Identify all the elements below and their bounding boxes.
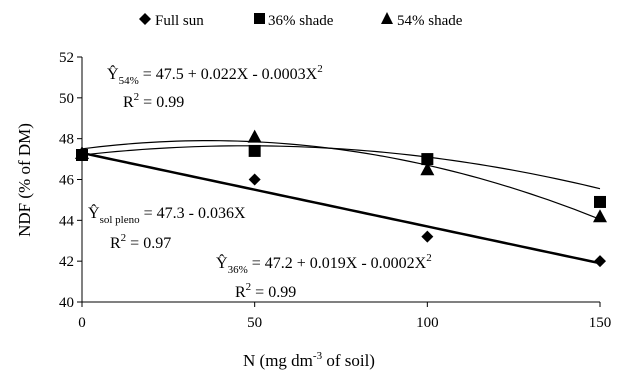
x-tick-label-50: 50: [247, 315, 262, 331]
legend-label-36-shade: 36% shade: [268, 13, 334, 29]
x-axis-title-pre: N (mg dm: [243, 351, 313, 370]
fit-line-square: [81, 145, 601, 190]
square-marker-50: [248, 144, 261, 157]
equation-54-shade-symbol: Ŷ: [107, 64, 119, 83]
legend: Full sun 36% shade 54% shade: [139, 12, 463, 29]
equation-full-sun-r2-label: R: [110, 235, 121, 252]
legend-label-full-sun: Full sun: [155, 13, 204, 29]
equation-36-shade-symbol: Ŷ: [216, 253, 228, 272]
svg-text:Ŷ36%= 47.2 + 0.019X - 0.0002X2: Ŷ36% = 47.2 + 0.019X - 0.0002X2: [216, 252, 432, 276]
equation-36-shade-rhs: = 47.2 + 0.019X - 0.0002X: [252, 255, 427, 272]
legend-marker-54-shade: [381, 12, 393, 24]
y-tick-label-40: 40: [59, 295, 74, 311]
fit-line-diamond: [81, 151, 601, 265]
equation-54-shade-sup: 2: [317, 63, 323, 75]
square-marker-150: [594, 195, 606, 208]
equation-full-sun: Ŷsol pleno = 47.3 - 0.036X R2 = 0.97: [88, 203, 246, 252]
x-tick-label-100: 100: [416, 315, 439, 331]
diamond-marker-150: [594, 255, 606, 268]
equation-54-shade: Ŷ54% = 47.5 + 0.022X - 0.0003X2 R2 = 0.99: [107, 63, 323, 111]
x-tick-label-0: 0: [78, 315, 86, 331]
equation-full-sun-r2-sup: 2: [121, 232, 127, 244]
equation-full-sun-sub: sol pleno: [100, 214, 141, 226]
equation-full-sun-r2-value: = 0.97: [126, 235, 171, 252]
triangle-marker-150: [593, 209, 607, 223]
equation-36-shade: Ŷ36% = 47.2 + 0.019X - 0.0002X2 R2 = 0.99: [216, 252, 432, 301]
legend-marker-full-sun: [139, 13, 151, 25]
fit-line-triangle: [81, 140, 601, 220]
diamond-marker-100: [421, 230, 434, 243]
svg-text:R2 = 0.97: R2 = 0.97: [110, 232, 171, 252]
triangle-marker-100: [420, 162, 435, 176]
square-marker-100: [421, 153, 434, 166]
svg-text:R2 = 0.99: R2 = 0.99: [235, 281, 296, 301]
legend-marker-36-shade: [254, 13, 265, 24]
equation-54-shade-rhs: = 47.5 + 0.022X - 0.0003X: [143, 66, 318, 83]
y-tick-label-46: 46: [59, 173, 75, 189]
x-ticks: 0 50 100 150: [78, 302, 611, 331]
fit-lines: [81, 140, 601, 265]
y-tick-label-48: 48: [59, 132, 74, 148]
equation-36-shade-r2-sup: 2: [246, 281, 252, 293]
y-tick-label-50: 50: [59, 91, 74, 107]
data-markers: [75, 129, 607, 268]
x-tick-label-150: 150: [589, 315, 612, 331]
equation-54-shade-r2-sup: 2: [134, 91, 140, 103]
equation-full-sun-symbol: Ŷ: [88, 203, 100, 222]
y-tick-label-42: 42: [59, 254, 74, 270]
y-tick-label-44: 44: [59, 213, 75, 229]
x-axis-title: N (mg dm-3 of soil): [243, 350, 375, 370]
equation-36-shade-sup: 2: [426, 252, 432, 264]
equation-54-shade-r2-label: R: [123, 94, 134, 111]
equation-36-shade-r2-value: = 0.99: [251, 284, 296, 301]
equation-54-shade-r2-value: = 0.99: [139, 94, 184, 111]
equation-36-shade-r2-label: R: [235, 284, 246, 301]
y-axis-title: NDF (% of DM): [15, 123, 34, 237]
svg-text:Ŷsol pleno= 47.3 - 0.036X: Ŷsol pleno = 47.3 - 0.036X: [88, 203, 246, 226]
legend-label-54-shade: 54% shade: [397, 13, 463, 29]
equation-full-sun-rhs: = 47.3 - 0.036X: [144, 205, 246, 222]
equation-54-shade-sub: 54%: [119, 75, 139, 87]
y-tick-label-52: 52: [59, 50, 74, 66]
diamond-marker-50: [248, 173, 261, 186]
x-axis-title-post: of soil): [322, 351, 375, 370]
triangle-marker-50: [247, 129, 262, 143]
y-ticks: 40 42 44 46 48 50 52: [59, 50, 82, 311]
equation-36-shade-sub: 36%: [228, 264, 248, 276]
svg-text:R2 = 0.99: R2 = 0.99: [123, 91, 184, 111]
svg-text:Ŷ54%= 47.5 + 0.022X - 0.0003X2: Ŷ54% = 47.5 + 0.022X - 0.0003X2: [107, 63, 323, 87]
x-axis-title-sup: -3: [313, 350, 323, 362]
triangle-marker-0: [75, 145, 89, 159]
